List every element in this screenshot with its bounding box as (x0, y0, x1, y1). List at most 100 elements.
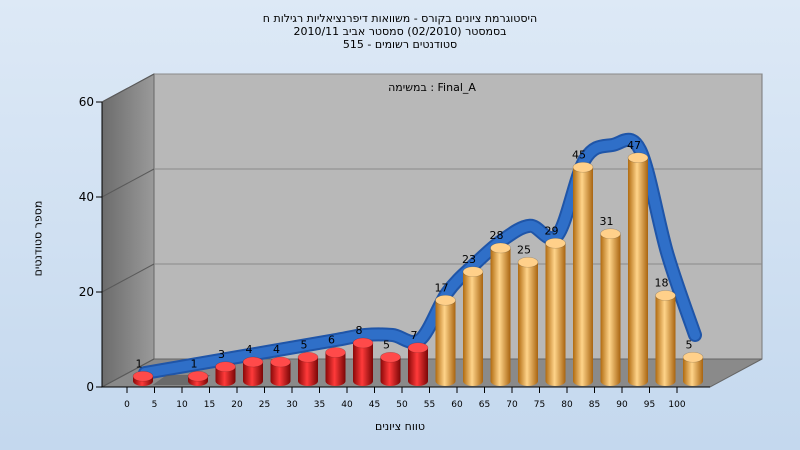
x-tick-label: 75 (534, 400, 545, 410)
bar: 18 (655, 277, 676, 387)
x-tick-label: 90 (616, 400, 628, 410)
x-tick-label: 65 (479, 400, 490, 410)
bar: 7 (407, 329, 429, 386)
y-gridline-side (101, 73, 155, 103)
bar: 25 (517, 243, 539, 386)
bar: 29 (545, 224, 566, 387)
bar-body (353, 343, 373, 386)
x-tick-label: 60 (451, 400, 463, 410)
bar-top (600, 228, 621, 240)
bar-top (132, 370, 154, 382)
bar-top (682, 351, 704, 363)
x-tick-label: 15 (204, 400, 215, 410)
y-tick-label: 40 (79, 190, 94, 204)
x-tick-label: 95 (644, 400, 655, 410)
bar: 1 (132, 357, 154, 386)
bar-top (215, 361, 236, 373)
bar-top (187, 370, 209, 382)
y-gridline-side (101, 358, 155, 388)
bar-body (435, 300, 456, 387)
bar-value-label: 5 (686, 338, 693, 351)
bar-body (518, 262, 538, 386)
bar: 28 (490, 229, 511, 387)
x-tick-label: 10 (176, 400, 188, 410)
y-axis-label: מספר סטודנטים (31, 200, 45, 277)
trend-curve (140, 134, 700, 378)
x-tick-label: 30 (286, 400, 298, 410)
bar-body (655, 295, 676, 387)
bar-value-label: 4 (273, 343, 280, 356)
bar-value-label: 45 (572, 148, 586, 161)
x-tick-label: 5 (152, 400, 158, 410)
bar-body (298, 357, 318, 386)
bar-body (325, 352, 346, 387)
bar-value-label: 5 (383, 338, 390, 351)
bar-body (573, 167, 593, 386)
bar-body (408, 347, 428, 386)
bar-top (242, 356, 264, 368)
bar: 5 (682, 338, 704, 386)
bar: 17 (435, 281, 456, 387)
bar-value-label: 47 (627, 139, 641, 152)
bar-top (297, 351, 319, 363)
bar-top (380, 351, 401, 363)
x-tick-label: 35 (314, 400, 325, 410)
y-gridline-side (101, 168, 155, 198)
chart-title-line-3: 515 - סטודנטים רשומים (342, 38, 458, 51)
bar-top (517, 256, 539, 268)
bar-value-label: 29 (545, 224, 559, 237)
bar: 45 (572, 148, 594, 386)
bar-top (435, 294, 456, 306)
bar-value-label: 7 (411, 329, 418, 342)
bar-value-label: 3 (218, 348, 225, 361)
x-tick-label: 0 (124, 400, 130, 410)
bar: 4 (242, 343, 264, 386)
bar-value-label: 1 (136, 357, 143, 370)
x-tick-label: 45 (369, 400, 380, 410)
x-axis-label: טווח ציונים (375, 420, 425, 433)
bar-top (270, 356, 291, 368)
y-tick-label: 20 (79, 285, 94, 299)
bar-value-label: 23 (462, 253, 476, 266)
bar-top (655, 290, 676, 301)
bar-value-label: 4 (246, 343, 253, 356)
bar-body (600, 233, 621, 387)
bar: 23 (462, 253, 484, 386)
bar: 3 (215, 348, 236, 387)
bar-value-label: 28 (490, 229, 504, 242)
bar-top (627, 152, 649, 164)
bar-value-label: 17 (435, 281, 449, 294)
x-tick-label: 40 (341, 400, 353, 410)
bar-top (462, 266, 484, 278)
left-wall (101, 73, 155, 388)
x-tick-label: 50 (396, 400, 408, 410)
x-tick-label: 85 (589, 400, 600, 410)
bar: 47 (627, 139, 649, 386)
bar-body (380, 357, 401, 387)
y-tick-label: 0 (86, 380, 94, 394)
bar-body (683, 357, 703, 386)
x-tick-label: 55 (424, 400, 435, 410)
bar-top (325, 347, 346, 358)
bar: 4 (270, 343, 291, 387)
bar-body (490, 248, 511, 387)
bar-body (463, 271, 483, 386)
bar-top (572, 161, 594, 173)
x-tick-label: 70 (506, 400, 518, 410)
bar-body (270, 362, 291, 387)
bar-value-label: 31 (600, 215, 614, 228)
y-tick-label: 60 (79, 95, 94, 109)
bar-value-label: 18 (655, 277, 669, 290)
bar-body (628, 157, 648, 386)
bar-value-label: 6 (328, 334, 335, 347)
bar-body (243, 362, 263, 386)
bar: 31 (600, 215, 621, 387)
bar-top (545, 237, 566, 249)
x-tick-label: 20 (231, 400, 243, 410)
chart-title-line-2: בסמסטר (02/2010) סמסטר אביב 2010/11 (293, 25, 507, 38)
chart-title-line-1: היסטוגרמת ציונים בקורס - משוואות דיפרנצי… (262, 12, 538, 25)
x-tick-label: 80 (561, 400, 573, 410)
x-tick-label: 100 (668, 400, 685, 410)
bar-value-label: 8 (356, 324, 363, 337)
